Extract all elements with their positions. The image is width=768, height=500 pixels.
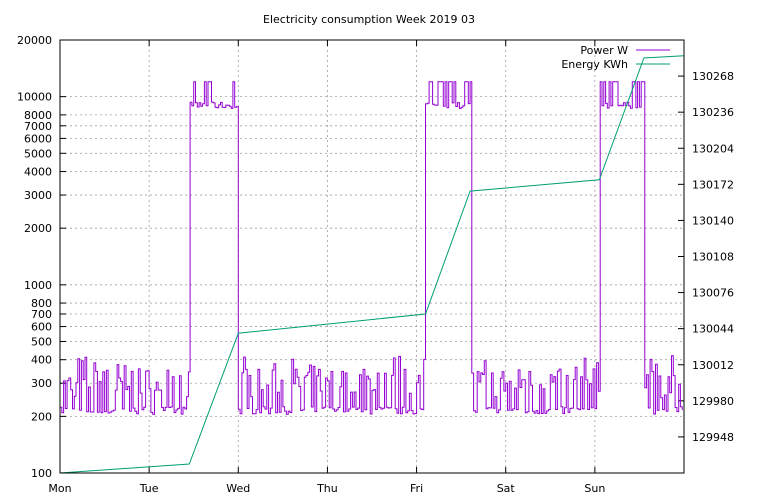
y-left-tick-label: 600 (31, 321, 52, 334)
y-left-tick-label: 3000 (24, 189, 52, 202)
y-left-tick-label: 1000 (24, 279, 52, 292)
y-right-tick-label: 130204 (692, 142, 734, 155)
y-left-tick-label: 5000 (24, 147, 52, 160)
energy-line (59, 55, 685, 474)
x-tick-label: Thu (316, 482, 338, 495)
y-right-tick-label: 130012 (692, 359, 734, 372)
y-left-tick-label: 400 (31, 354, 52, 367)
x-tick-label: Sun (584, 482, 605, 495)
grid-lines (60, 40, 684, 473)
plot-frame (59, 39, 685, 474)
legend-label: Energy KWh (561, 58, 628, 71)
y-right-tick-label: 129948 (692, 431, 734, 444)
y-left-tick-label: 4000 (24, 166, 52, 179)
y-right-tick-label: 130236 (692, 106, 734, 119)
y-right-tick-label: 130268 (692, 70, 734, 83)
y-left-tick-label: 20000 (17, 34, 52, 47)
x-axis: Mon Tue Wed Thu Fri Sat Sun (48, 40, 605, 495)
x-tick-label: Mon (48, 482, 71, 495)
y-right-tick-label: 130108 (692, 251, 734, 264)
y-left-tick-label: 100 (31, 467, 52, 480)
y-right-tick-label: 129980 (692, 395, 734, 408)
y-left-tick-label: 700 (31, 308, 52, 321)
y-right-tick-label: 130140 (692, 214, 734, 227)
y-left-tick-label: 2000 (24, 222, 52, 235)
y-left-tick-label: 300 (31, 377, 52, 390)
y-left-tick-label: 6000 (24, 132, 52, 145)
y-left-tick-label: 800 (31, 297, 52, 310)
chart-title: Electricity consumption Week 2019 03 (263, 13, 475, 26)
x-tick-label: Tue (139, 482, 159, 495)
y-right-tick-label: 130076 (692, 287, 734, 300)
y-left-tick-label: 500 (31, 335, 52, 348)
power-line (60, 81, 683, 415)
y-left-tick-label: 7000 (24, 120, 52, 133)
x-tick-label: Fri (410, 482, 423, 495)
y-left-tick-label: 200 (31, 410, 52, 423)
legend-label: Power W (580, 44, 628, 57)
x-tick-label: Sat (497, 482, 516, 495)
plot-series (59, 55, 685, 474)
y-right-tick-label: 130044 (692, 323, 734, 336)
y-left-tick-label: 10000 (17, 91, 52, 104)
y-axis-right: 129948 129980 130012 130044 130076 130108 1301… (678, 70, 734, 444)
y-left-tick-label: 8000 (24, 109, 52, 122)
x-tick-label: Wed (226, 482, 250, 495)
y-right-tick-label: 130172 (692, 178, 734, 191)
